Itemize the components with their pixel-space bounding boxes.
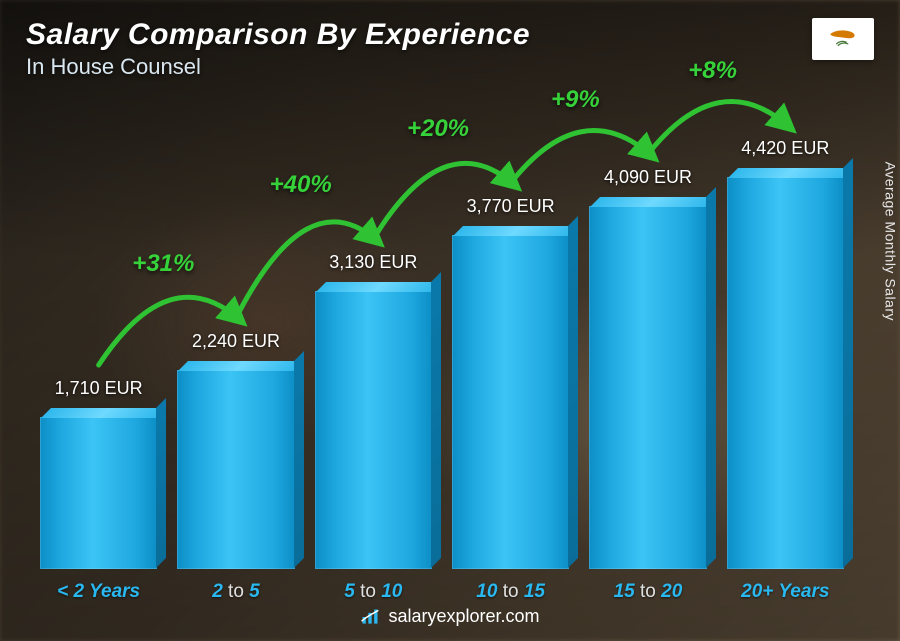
bar-value-label: 1,710 EUR xyxy=(55,378,143,399)
bar-group-1: 2,240 EUR2 to 5 xyxy=(177,370,294,569)
bar-value-label: 4,420 EUR xyxy=(741,138,829,159)
country-flag xyxy=(812,18,874,60)
header: Salary Comparison By Experience In House… xyxy=(26,18,874,80)
page-subtitle: In House Counsel xyxy=(26,54,530,80)
bar-1: 2,240 EUR xyxy=(177,370,294,569)
logo-icon xyxy=(360,607,380,627)
footer: salaryexplorer.com xyxy=(0,606,900,627)
bar-4: 4,090 EUR xyxy=(589,206,706,569)
bar-category-label: < 2 Years xyxy=(57,581,140,603)
bar-category-label: 5 to 10 xyxy=(344,581,402,603)
salary-bar-chart: 1,710 EUR< 2 Years2,240 EUR2 to 53,130 E… xyxy=(40,110,844,569)
bar-group-2: 3,130 EUR5 to 10 xyxy=(315,291,432,569)
page-title: Salary Comparison By Experience xyxy=(26,18,530,52)
bar-2: 3,130 EUR xyxy=(315,291,432,569)
bar-group-4: 4,090 EUR15 to 20 xyxy=(589,206,706,569)
bar-5: 4,420 EUR xyxy=(727,177,844,569)
bar-group-0: 1,710 EUR< 2 Years xyxy=(40,417,157,569)
bar-value-label: 3,770 EUR xyxy=(467,196,555,217)
bars-container: 1,710 EUR< 2 Years2,240 EUR2 to 53,130 E… xyxy=(40,139,844,569)
bar-category-label: 2 to 5 xyxy=(212,581,260,603)
bar-0: 1,710 EUR xyxy=(40,417,157,569)
title-block: Salary Comparison By Experience In House… xyxy=(26,18,530,80)
y-axis-label: Average Monthly Salary xyxy=(882,161,898,320)
bar-group-3: 3,770 EUR10 to 15 xyxy=(452,235,569,569)
flag-icon xyxy=(819,23,867,55)
bar-value-label: 2,240 EUR xyxy=(192,331,280,352)
bar-3: 3,770 EUR xyxy=(452,235,569,569)
bar-value-label: 3,130 EUR xyxy=(329,252,417,273)
bar-category-label: 20+ Years xyxy=(741,581,829,603)
bar-group-5: 4,420 EUR20+ Years xyxy=(727,177,844,569)
bar-value-label: 4,090 EUR xyxy=(604,167,692,188)
bar-category-label: 10 to 15 xyxy=(476,581,545,603)
footer-site: salaryexplorer.com xyxy=(388,606,539,627)
bar-category-label: 15 to 20 xyxy=(614,581,683,603)
